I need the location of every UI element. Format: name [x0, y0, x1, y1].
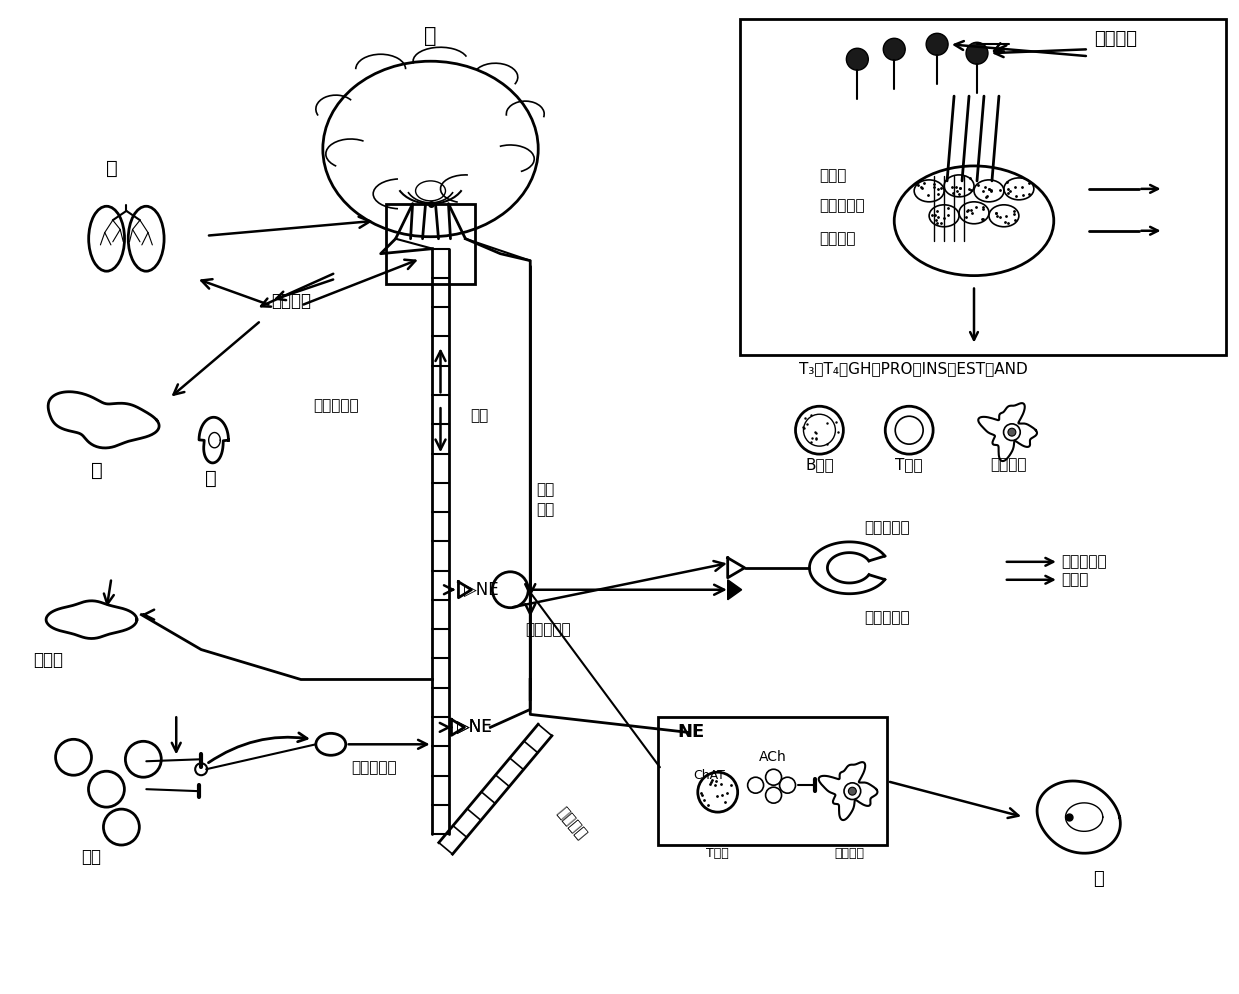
Bar [658, 718, 887, 845]
Text: 多巴胺: 多巴胺 [1061, 573, 1088, 587]
Text: 肾: 肾 [206, 468, 217, 487]
Text: 交感神经链: 交感神经链 [313, 398, 358, 413]
Text: 细胞: 细胞 [82, 848, 102, 866]
Text: 背根神经节: 背根神经节 [351, 759, 396, 774]
Text: B细胞: B细胞 [805, 457, 834, 472]
Text: 迷走神经: 迷走神经 [271, 291, 311, 309]
Text: 垂体前叶: 垂体前叶 [819, 232, 856, 247]
Text: 骨骼肌: 骨骼肌 [33, 650, 63, 669]
Text: 巨噬细胞: 巨噬细胞 [834, 847, 865, 860]
Text: 腹腔神经节: 腹腔神经节 [525, 622, 571, 637]
Text: ACh: ACh [758, 750, 787, 764]
Text: ▷NE: ▷NE [456, 719, 492, 737]
Text: 脊髓: 脊髓 [471, 408, 488, 422]
Text: T细胞: T细胞 [896, 457, 923, 472]
Text: T₃、T₄、GH、PRO、INS、EST、AND: T₃、T₄、GH、PRO、INS、EST、AND [799, 361, 1028, 376]
Polygon shape [727, 580, 742, 599]
Text: 肾上腺髓质: 肾上腺髓质 [865, 610, 909, 625]
Circle shape [966, 43, 987, 65]
Text: 迷走: 迷走 [536, 482, 554, 498]
Circle shape [1009, 428, 1016, 436]
Text: ▷NE: ▷NE [463, 580, 499, 598]
Text: 毛细血管床: 毛细血管床 [819, 199, 865, 214]
Text: 脾: 脾 [1093, 870, 1104, 888]
Text: 糖皮质激素: 糖皮质激素 [1061, 555, 1106, 570]
Text: 肝: 肝 [90, 460, 103, 479]
Text: 内皮细胞: 内皮细胞 [554, 804, 590, 842]
Text: 巨噬细胞: 巨噬细胞 [991, 457, 1027, 472]
Text: T细胞: T细胞 [706, 847, 729, 860]
Circle shape [883, 39, 906, 61]
Text: NE: NE [678, 724, 705, 742]
Text: 神经: 神经 [536, 502, 554, 518]
Circle shape [926, 34, 948, 56]
Bar [385, 204, 476, 283]
Text: 肺: 肺 [105, 159, 118, 178]
Text: 肾上腺皮质: 肾上腺皮质 [865, 521, 909, 536]
Text: 脑: 脑 [424, 26, 437, 47]
Text: 细胞因子: 细胞因子 [1094, 30, 1136, 49]
Circle shape [849, 787, 856, 795]
Text: ▷NE: ▷NE [456, 719, 492, 737]
Circle shape [846, 49, 869, 71]
Bar [740, 19, 1227, 356]
Text: 视交叉: 视交叉 [819, 168, 846, 184]
Text: ChAT: ChAT [693, 768, 725, 781]
